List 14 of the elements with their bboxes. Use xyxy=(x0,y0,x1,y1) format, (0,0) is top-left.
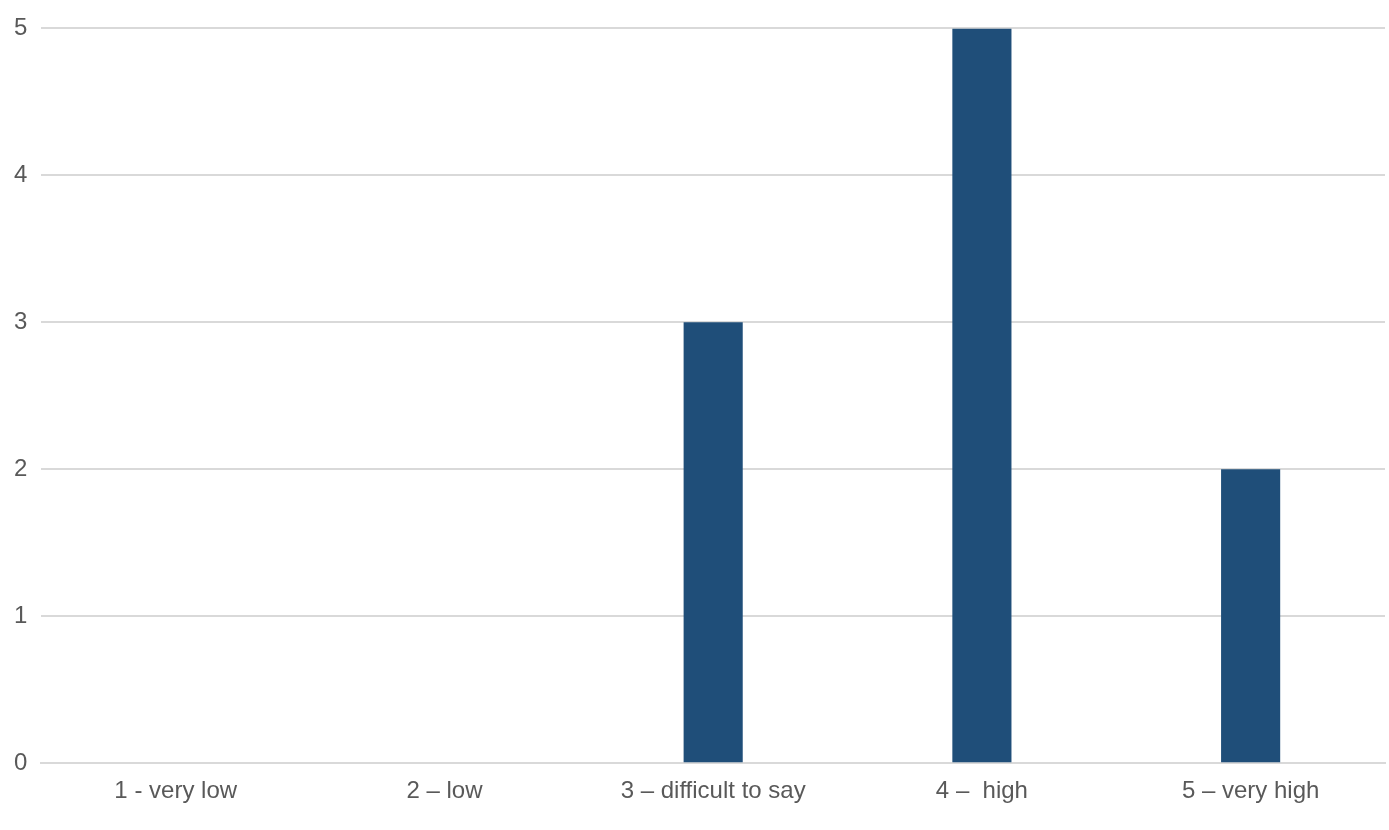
x-tick-label: 5 – very high xyxy=(1181,776,1320,804)
bar xyxy=(683,322,743,763)
y-tick-label: 4 xyxy=(13,159,28,187)
x-tick-label: 4 – high xyxy=(935,776,1028,804)
y-tick-label: 3 xyxy=(13,306,28,334)
y-tick-label: 0 xyxy=(13,747,28,775)
y-tick-label: 5 xyxy=(13,13,28,41)
bar xyxy=(952,28,1012,763)
y-tick-label: 1 xyxy=(13,600,28,628)
bar xyxy=(1221,469,1281,763)
y-tick-label: 2 xyxy=(13,453,28,481)
x-tick-label: 3 – difficult to say xyxy=(620,776,806,804)
x-tick-label: 1 - very low xyxy=(114,776,238,804)
x-tick-label: 2 – low xyxy=(406,776,484,804)
